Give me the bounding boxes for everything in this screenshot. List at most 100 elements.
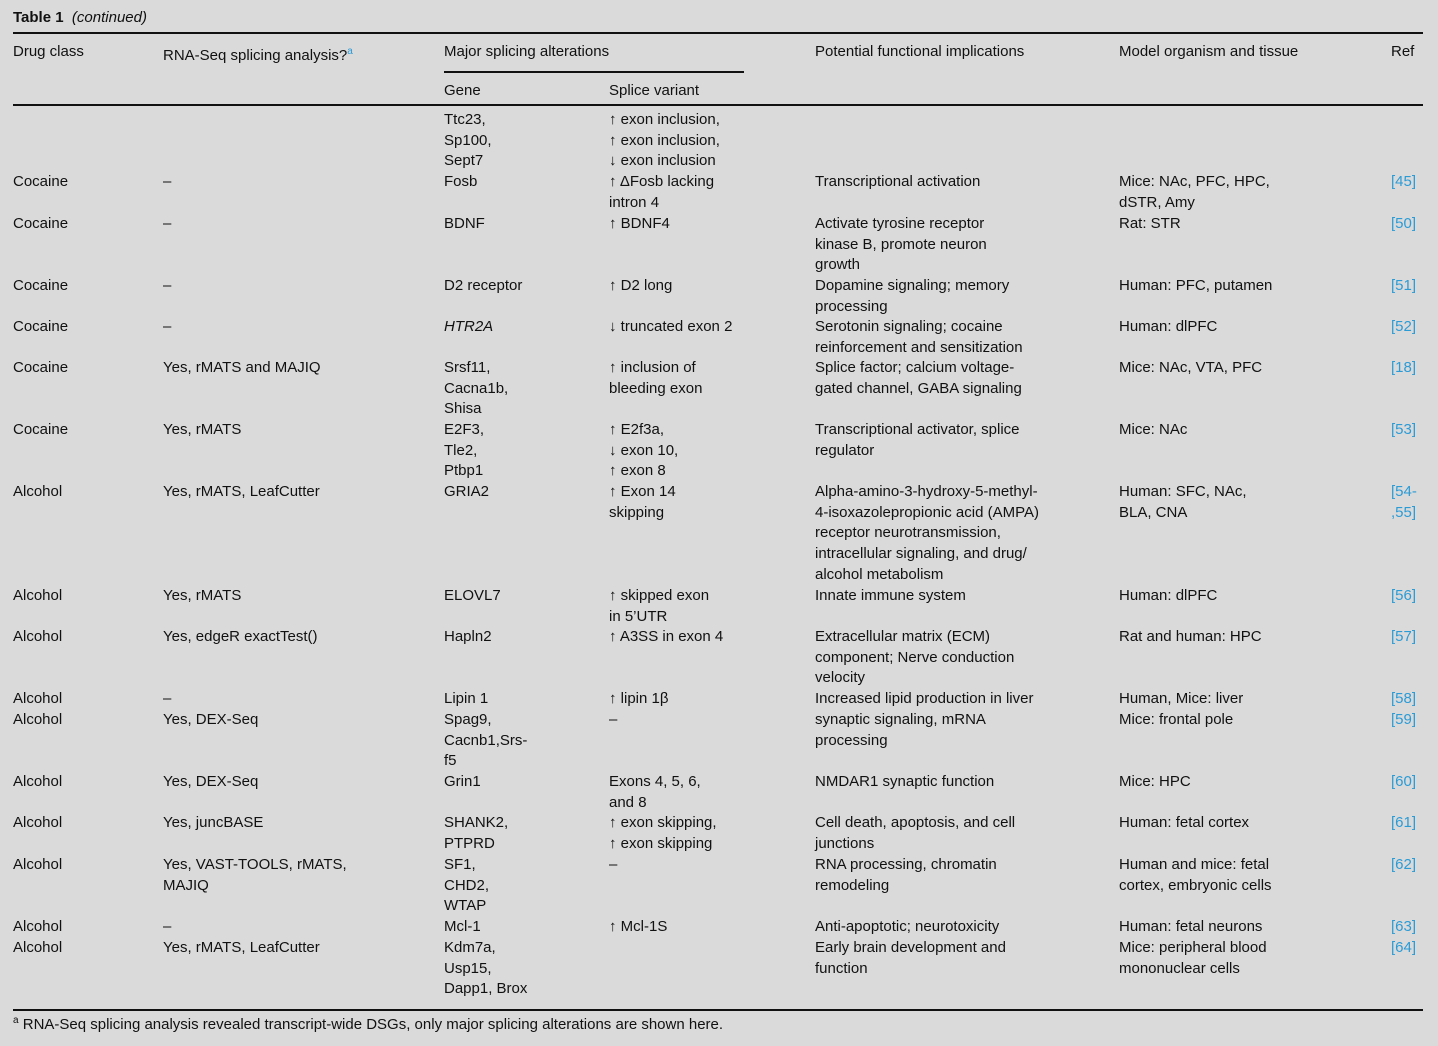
ref-link[interactable]: [52]: [1391, 318, 1417, 335]
ref-link[interactable]: [53]: [1391, 421, 1417, 438]
model-cell: Human and mice: fetal cortex, embryonic …: [1119, 856, 1272, 894]
splice-variant-cell: ↑ exon inclusion, ↑ exon inclusion, ↓ ex…: [609, 111, 720, 170]
gene-cell: HTR2A: [444, 318, 494, 335]
rnaseq-cell: Yes, juncBASE: [163, 814, 264, 831]
ref-link[interactable]: [18]: [1391, 359, 1417, 376]
drug-class-cell: Alcohol: [13, 483, 63, 500]
model-cell: Mice: NAc: [1119, 421, 1188, 438]
model-cell: Human: dlPFC: [1119, 587, 1218, 604]
gene-cell: BDNF: [444, 215, 485, 232]
footnote-link[interactable]: a: [347, 46, 353, 57]
rnaseq-cell: Yes, rMATS and MAJIQ: [163, 359, 321, 376]
implications-cell: Increased lipid production in liver: [815, 690, 1034, 707]
gene-cell: SHANK2, PTPRD: [444, 814, 509, 852]
drug-class-cell: Alcohol: [13, 628, 63, 645]
table-row: Cocaine Yes, rMATS E2F3, Tle2, Ptbp1 ↑ E2f3…: [0, 420, 1438, 479]
model-cell: Human, Mice: liver: [1119, 690, 1244, 707]
table-row: Alcohol – Lipin 1 ↑ lipin 1β Increased lipid…: [0, 689, 1438, 707]
model-cell: Mice: HPC: [1119, 773, 1191, 790]
rnaseq-cell: Yes, rMATS, LeafCutter: [163, 939, 320, 956]
gene-cell: E2F3, Tle2, Ptbp1: [444, 421, 485, 480]
drug-class-cell: Cocaine: [13, 359, 69, 376]
table-row: Ttc23, Sp100, Sept7 ↑ exon inclusion, ↑ e…: [0, 110, 1438, 169]
ref-link[interactable]: [56]: [1391, 587, 1417, 604]
ref-link[interactable]: [60]: [1391, 773, 1417, 790]
implications-cell: Splice factor; calcium voltage- gated ch…: [815, 359, 1022, 397]
drug-class-cell: Cocaine: [13, 277, 69, 294]
splice-variant-cell: ↑ Exon 14 skipping: [609, 483, 676, 521]
drug-class-cell: Cocaine: [13, 173, 69, 190]
drug-class-cell: Alcohol: [13, 711, 63, 728]
model-cell: Rat: STR: [1119, 215, 1181, 232]
model-cell: Mice: peripheral blood mononuclear cells: [1119, 939, 1267, 977]
gene-cell: Fosb: [444, 173, 478, 190]
splice-variant-cell: –: [609, 711, 618, 728]
splice-variant-cell: ↑ skipped exon in 5’UTR: [609, 587, 710, 625]
subheader-rule: [444, 71, 744, 73]
drug-class-cell: Alcohol: [13, 690, 63, 707]
rnaseq-cell: Yes, edgeR exactTest(): [163, 628, 318, 645]
splice-variant-cell: Exons 4, 5, 6, and 8: [609, 773, 701, 811]
gene-cell: Hapln2: [444, 628, 492, 645]
model-cell: Mice: frontal pole: [1119, 711, 1234, 728]
gene-cell: Kdm7a, Usp15, Dapp1, Brox: [444, 939, 528, 998]
implications-cell: Transcriptional activation: [815, 173, 981, 190]
bottom-rule: [13, 1009, 1423, 1011]
rnaseq-cell: Yes, VAST-TOOLS, rMATS, MAJIQ: [163, 856, 347, 894]
ref-link[interactable]: [45]: [1391, 173, 1417, 190]
implications-cell: Extracellular matrix (ECM) component; Ne…: [815, 628, 1015, 687]
ref-link[interactable]: [54- ,55]: [1391, 483, 1417, 521]
ref-link[interactable]: [58]: [1391, 690, 1417, 707]
splice-variant-cell: ↑ E2f3a, ↓ exon 10, ↑ exon 8: [609, 421, 679, 480]
header-model: Model organism and tissue: [1119, 43, 1299, 60]
table-row: Cocaine Yes, rMATS and MAJIQ Srsf11, Cacna…: [0, 358, 1438, 417]
drug-class-cell: Cocaine: [13, 215, 69, 232]
gene-cell: GRIA2: [444, 483, 490, 500]
model-cell: Human: dlPFC: [1119, 318, 1218, 335]
gene-cell: Ttc23, Sp100, Sept7: [444, 111, 492, 170]
rnaseq-cell: –: [163, 215, 172, 232]
header-major-splicing: Major splicing alterations: [444, 43, 610, 60]
top-rule: [13, 32, 1423, 34]
ref-link[interactable]: [63]: [1391, 918, 1417, 935]
table-row: Alcohol Yes, VAST-TOOLS, rMATS, MAJIQ SF1,…: [0, 855, 1438, 914]
gene-cell: ELOVL7: [444, 587, 501, 604]
ref-link[interactable]: [59]: [1391, 711, 1417, 728]
ref-link[interactable]: [51]: [1391, 277, 1417, 294]
table-row: Alcohol Yes, juncBASE SHANK2, PTPRD ↑ exon …: [0, 813, 1438, 852]
splice-variant-cell: ↑ exon skipping, ↑ exon skipping: [609, 814, 717, 852]
implications-cell: Activate tyrosine receptor kinase B, pro…: [815, 215, 987, 274]
splice-variant-cell: ↑ A3SS in exon 4: [609, 628, 724, 645]
rnaseq-cell: –: [163, 173, 172, 190]
table-title: Table 1 (continued): [13, 9, 147, 26]
splice-variant-cell: ↑ inclusion of bleeding exon: [609, 359, 703, 397]
rnaseq-cell: Yes, DEX-Seq: [163, 773, 259, 790]
footnote: a RNA-Seq splicing analysis revealed tra…: [13, 1015, 724, 1033]
drug-class-cell: Alcohol: [13, 918, 63, 935]
ref-link[interactable]: [64]: [1391, 939, 1417, 956]
rnaseq-cell: Yes, rMATS, LeafCutter: [163, 483, 320, 500]
model-cell: Mice: NAc, PFC, HPC, dSTR, Amy: [1119, 173, 1270, 211]
drug-class-cell: Cocaine: [13, 318, 69, 335]
splice-variant-cell: –: [609, 856, 618, 873]
model-cell: Human: SFC, NAc, BLA, CNA: [1119, 483, 1247, 521]
model-cell: Mice: NAc, VTA, PFC: [1119, 359, 1263, 376]
model-cell: Rat and human: HPC: [1119, 628, 1262, 645]
table-row: Cocaine – BDNF ↑ BDNF4 Activate tyrosine rec…: [0, 214, 1438, 273]
table-row: Alcohol Yes, edgeR exactTest() Hapln2 ↑ A3S…: [0, 627, 1438, 686]
ref-link[interactable]: [50]: [1391, 215, 1417, 232]
table-row: Cocaine – Fosb ↑ ΔFosb lacking intron 4 Tran…: [0, 172, 1438, 211]
ref-link[interactable]: [61]: [1391, 814, 1417, 831]
drug-class-cell: Alcohol: [13, 856, 63, 873]
header-splice-variant: Splice variant: [609, 82, 700, 99]
implications-cell: synaptic signaling, mRNA processing: [815, 711, 986, 749]
implications-cell: NMDAR1 synaptic function: [815, 773, 995, 790]
implications-cell: Cell death, apoptosis, and cell junction…: [815, 814, 1016, 852]
ref-link[interactable]: [62]: [1391, 856, 1417, 873]
table-row: Cocaine – D2 receptor ↑ D2 long Dopamine sig…: [0, 276, 1438, 315]
rnaseq-cell: Yes, rMATS: [163, 421, 242, 438]
implications-cell: Alpha-amino-3-hydroxy-5-methyl- 4-isoxaz…: [815, 483, 1039, 583]
header-gene: Gene: [444, 82, 481, 99]
splice-variant-cell: ↑ D2 long: [609, 277, 673, 294]
ref-link[interactable]: [57]: [1391, 628, 1417, 645]
